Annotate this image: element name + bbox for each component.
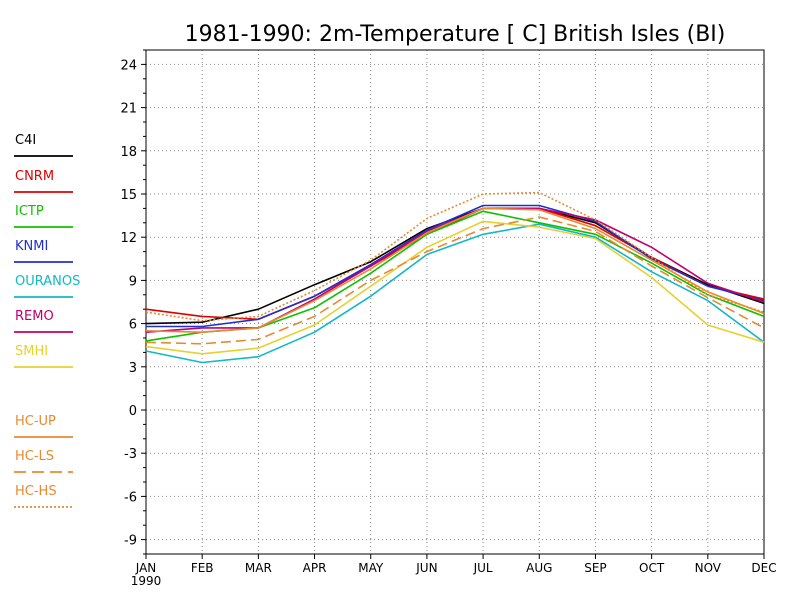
legend-label-remo: REMO	[15, 309, 54, 324]
legend-label-hc-ls: HC-LS	[15, 449, 54, 464]
legend-label-hc-hs: HC-HS	[15, 484, 57, 499]
y-tick-label: 0	[129, 404, 137, 419]
x-tick-label: JAN	[135, 561, 157, 575]
x-tick-label: SEP	[584, 561, 606, 575]
series-line-smhi	[145, 220, 765, 355]
y-tick-label: 18	[120, 145, 137, 160]
series-lines	[145, 191, 765, 364]
y-tick-label: 6	[129, 318, 137, 333]
x-tick-label: OCT	[639, 561, 665, 575]
legend-label-knmi: KNMI	[15, 239, 48, 254]
y-tick-label: 9	[129, 274, 137, 289]
legend-label-hc-up: HC-UP	[15, 414, 56, 429]
x-tick-label: AUG	[526, 561, 552, 575]
y-tick-label: -3	[124, 447, 137, 462]
x-tick-label: JUN	[415, 561, 437, 575]
chart-title: 1981-1990: 2m-Temperature [ C] British I…	[185, 22, 726, 47]
legend: C4I CNRM ICTP KNMI OURANOS REMO SMHI HC-UP HC-LS…	[14, 133, 80, 508]
y-tick-label: 12	[120, 231, 137, 246]
y-tick-label: 24	[120, 58, 137, 73]
series-line-hc-hs	[145, 191, 765, 322]
series-line-cnrm	[145, 207, 765, 321]
plot-frame	[145, 49, 765, 555]
grid	[146, 50, 764, 554]
legend-label-c4i: C4I	[15, 133, 36, 148]
x-tick-label: JUL	[473, 561, 493, 575]
series-line-ouranos	[145, 223, 765, 364]
series-line-knmi	[146, 204, 765, 328]
x-tick-label: MAR	[245, 561, 272, 575]
x-tick-label: DEC	[751, 561, 776, 575]
x-tick-label: MAY	[358, 561, 384, 575]
legend-label-cnrm: CNRM	[15, 169, 54, 184]
x-tick-label: NOV	[695, 561, 722, 575]
legend-label-smhi: SMHI	[15, 344, 48, 359]
series-line-hc-up	[145, 207, 765, 334]
y-tick-label: 15	[120, 188, 137, 203]
legend-label-ouranos: OURANOS	[15, 274, 80, 289]
y-tick-label: 3	[129, 361, 137, 376]
x-year-label: 1990	[131, 574, 162, 588]
series-line-c4i	[145, 207, 765, 325]
y-tick-label: -9	[124, 534, 137, 549]
y-tick-label: 21	[120, 102, 137, 117]
y-tick-label: -6	[124, 490, 137, 505]
x-tick-label: APR	[303, 561, 327, 575]
x-tick-label: FEB	[191, 561, 214, 575]
axes: -9 -6 -3 0 3 6 9 12 15 18 21 24 JAN FEB MAR APR MAY JUN JU…	[120, 49, 777, 588]
series-line-hc-ls	[145, 216, 765, 345]
legend-label-ictp: ICTP	[15, 204, 44, 219]
